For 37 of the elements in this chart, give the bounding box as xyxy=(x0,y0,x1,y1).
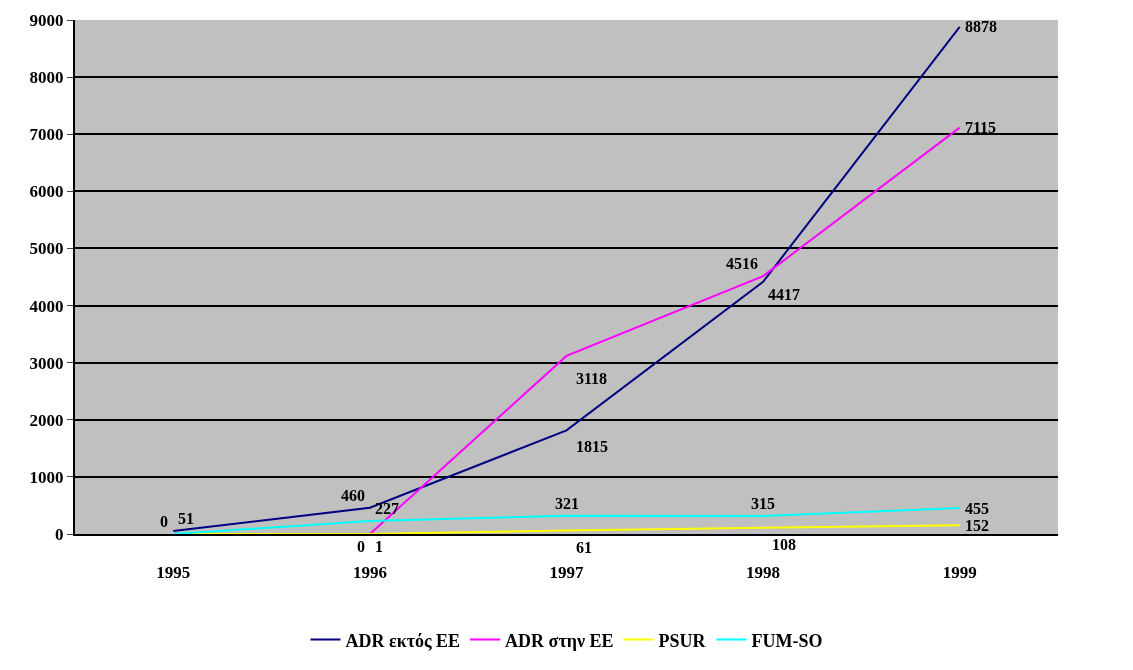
y-tick-label: 4000 xyxy=(29,296,64,316)
legend-label: FUM-SO xyxy=(751,630,823,651)
y-tick-label: 7000 xyxy=(29,125,64,145)
data-label: 152 xyxy=(965,517,989,534)
legend-label: ADR στην ΕΕ xyxy=(505,630,614,651)
data-label: 460 xyxy=(341,487,365,504)
y-tick-label: 0 xyxy=(55,524,64,544)
data-label: 3118 xyxy=(576,370,608,387)
data-label: 455 xyxy=(965,500,989,517)
data-label: 61 xyxy=(576,539,592,556)
y-tick-label: 5000 xyxy=(29,239,64,259)
x-tick-label: 1997 xyxy=(549,563,584,583)
data-label: 108 xyxy=(772,536,796,553)
data-label: 51 xyxy=(178,510,194,527)
line-series xyxy=(172,25,961,533)
data-label: 0 xyxy=(160,513,168,530)
y-tick-label: 8000 xyxy=(29,68,64,88)
data-label: 4417 xyxy=(768,286,800,303)
y-tick-label: 3000 xyxy=(29,353,64,373)
legend-label: PSUR xyxy=(658,630,707,651)
x-tick-label: 1998 xyxy=(746,563,781,583)
x-tick-label: 1996 xyxy=(352,563,387,583)
data-label: 1 xyxy=(375,538,383,555)
data-label: 0 xyxy=(357,538,365,555)
data-label: 321 xyxy=(555,495,579,512)
x-tick-label: 1995 xyxy=(156,563,191,583)
data-label: 1815 xyxy=(576,438,608,455)
data-label: 315 xyxy=(751,495,775,512)
data-label: 8878 xyxy=(965,18,997,35)
y-tick-label: 6000 xyxy=(29,182,64,202)
y-tick-label: 1000 xyxy=(29,467,64,487)
y-tick-label: 2000 xyxy=(29,410,64,430)
data-label: 7115 xyxy=(965,119,997,136)
legend-label: ADR εκτός ΕΕ xyxy=(345,630,461,651)
y-tick-label: 9000 xyxy=(29,10,64,30)
data-label: 4516 xyxy=(726,255,758,272)
x-tick-label: 1999 xyxy=(942,563,977,583)
